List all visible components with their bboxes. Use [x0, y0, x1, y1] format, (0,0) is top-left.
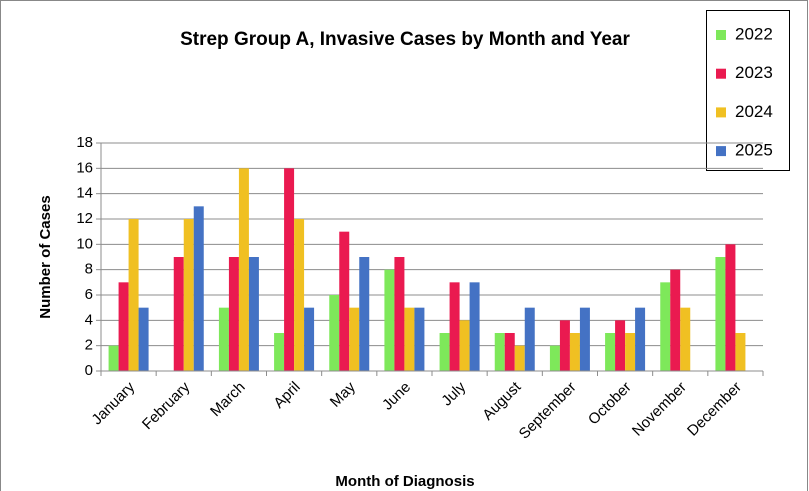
- chart-title: Strep Group A, Invasive Cases by Month a…: [180, 29, 630, 50]
- bar: [625, 333, 636, 371]
- bar: [469, 282, 480, 371]
- y-tick-label: 4: [85, 311, 93, 328]
- bar: [329, 295, 340, 371]
- bar: [193, 206, 204, 371]
- bar: [304, 307, 315, 371]
- bar: [504, 333, 515, 371]
- legend-label: 2023: [735, 63, 773, 82]
- bar: [394, 257, 405, 371]
- y-tick-label: 18: [76, 134, 93, 151]
- bar: [494, 333, 505, 371]
- bar: [128, 219, 139, 371]
- bar: [228, 257, 239, 371]
- bar: [118, 282, 129, 371]
- bar: [635, 307, 646, 371]
- legend-swatch: [716, 107, 726, 118]
- bar: [183, 219, 194, 371]
- y-tick-label: 14: [76, 185, 93, 202]
- bar: [384, 269, 395, 371]
- y-tick-label: 12: [76, 210, 93, 227]
- y-tick-label: 16: [76, 159, 93, 176]
- y-tick-label: 6: [85, 286, 93, 303]
- bar: [339, 231, 350, 371]
- bar: [735, 333, 746, 371]
- x-axis-title: Month of Diagnosis: [335, 473, 474, 490]
- bar: [218, 307, 229, 371]
- bar: [660, 282, 671, 371]
- legend-label: 2022: [735, 24, 773, 43]
- legend-label: 2025: [735, 141, 773, 160]
- legend-swatch: [716, 68, 726, 79]
- bar: [359, 257, 370, 371]
- bar: [680, 307, 691, 371]
- bar: [579, 307, 590, 371]
- legend-swatch: [716, 30, 726, 40]
- legend-label: 2024: [735, 102, 773, 121]
- bar: [569, 333, 580, 371]
- bar: [549, 345, 560, 371]
- bar: [725, 244, 736, 371]
- y-tick-label: 2: [85, 337, 93, 354]
- bar: [173, 257, 184, 371]
- legend-swatch: [716, 146, 726, 157]
- bar: [605, 333, 616, 371]
- bar: [615, 320, 626, 371]
- bar: [439, 333, 450, 371]
- bar: [449, 282, 460, 371]
- bar: [559, 320, 570, 371]
- y-axis-title: Number of Cases: [37, 195, 54, 318]
- bar: [274, 333, 285, 371]
- bar: [414, 307, 425, 371]
- y-tick-label: 0: [85, 362, 93, 379]
- y-tick-label: 10: [76, 235, 93, 252]
- bar: [514, 345, 525, 371]
- bar: [459, 320, 470, 371]
- bar: [294, 219, 305, 371]
- bar: [284, 168, 295, 371]
- bar: [404, 307, 415, 371]
- bar: [524, 307, 535, 371]
- bar: [138, 307, 149, 371]
- bar: [238, 168, 249, 371]
- bar: [248, 257, 259, 371]
- bar: [349, 307, 360, 371]
- bar: [108, 345, 119, 371]
- bar: [715, 257, 726, 371]
- bar: [670, 269, 681, 371]
- y-tick-label: 8: [85, 261, 93, 278]
